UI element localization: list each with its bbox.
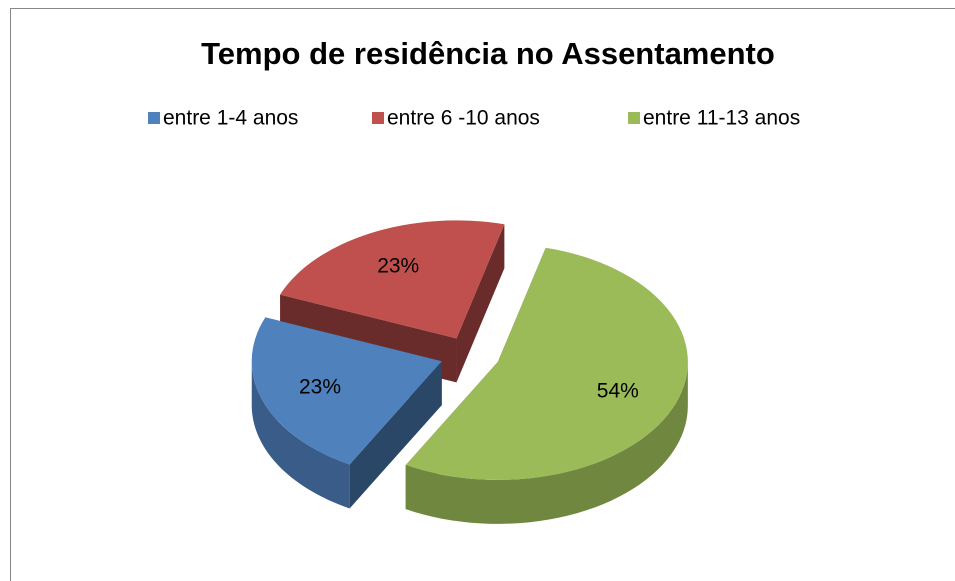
legend-swatch	[628, 112, 640, 124]
slice-top	[280, 220, 505, 339]
slice-top	[405, 247, 688, 480]
slice-side	[456, 224, 505, 383]
data-label: 23%	[377, 254, 419, 277]
slice-wall	[251, 361, 350, 509]
legend-label: entre 11-13 anos	[643, 107, 800, 130]
legend-label: entre 1-4 anos	[163, 107, 298, 130]
legend-label: entre 6 -10 anos	[387, 107, 540, 130]
slice	[251, 317, 442, 509]
data-label: 54%	[597, 379, 639, 402]
legend-swatch	[372, 112, 384, 124]
slice-wall	[405, 361, 688, 524]
chart-title: Tempo de residência no Assentamento	[201, 36, 775, 71]
data-label: 23%	[299, 376, 341, 399]
legend-swatch	[148, 112, 160, 124]
slice-top	[251, 317, 442, 465]
slice	[405, 247, 688, 524]
